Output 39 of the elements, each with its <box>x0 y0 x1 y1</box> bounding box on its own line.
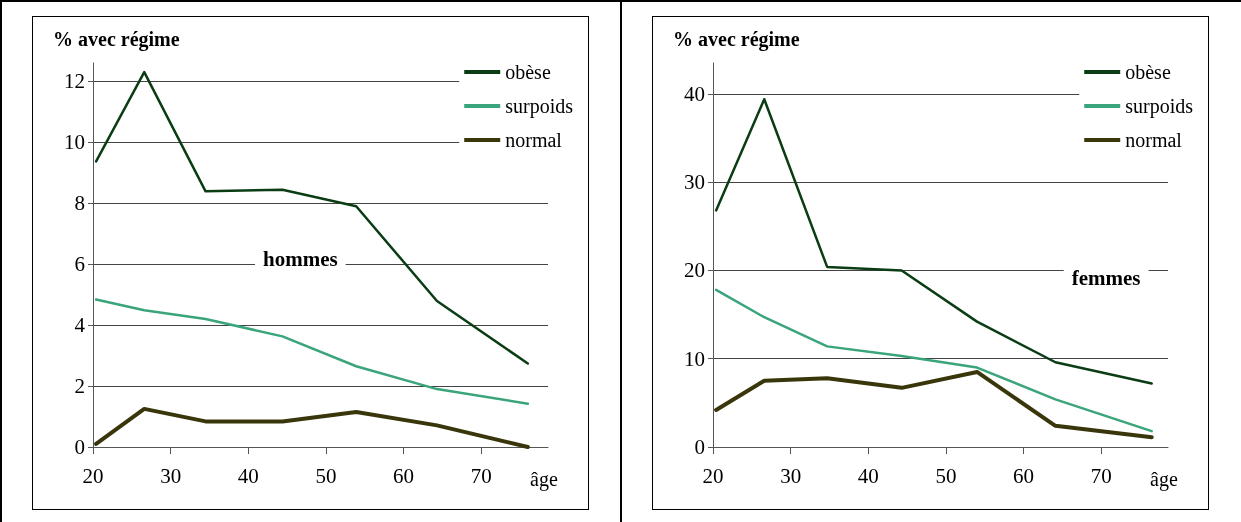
y-tick-label: 0 <box>694 435 705 459</box>
legend-label: surpoids <box>505 95 574 118</box>
line-series <box>714 288 1153 433</box>
x-tick-label: 70 <box>470 463 492 488</box>
y-tick-label: 10 <box>684 346 705 371</box>
x-tick-label: 60 <box>393 463 415 488</box>
x-tick-label: 20 <box>702 463 724 488</box>
y-tick-label: 30 <box>684 170 705 195</box>
legend-label: normal <box>1125 129 1183 151</box>
x-tick-label: 30 <box>780 463 802 488</box>
x-tick-label: 40 <box>857 463 879 488</box>
y-axis-title: % avec régime <box>673 28 800 51</box>
x-tick-label: 50 <box>935 463 957 488</box>
legend-label: normal <box>505 129 563 151</box>
legend-label: obèse <box>1125 61 1171 83</box>
x-tick-label: 70 <box>1090 463 1112 488</box>
legend-label: obèse <box>505 61 551 83</box>
annotation: hommes <box>263 246 338 271</box>
y-tick-label: 10 <box>64 130 85 155</box>
y-tick-label: 4 <box>74 313 86 338</box>
y-tick-label: 0 <box>74 435 85 459</box>
legend-label: surpoids <box>1125 95 1194 118</box>
y-tick-label: 2 <box>74 374 85 399</box>
x-tick-label: 50 <box>315 463 337 488</box>
annotation: femmes <box>1071 266 1141 291</box>
y-tick-label: 6 <box>74 252 85 277</box>
y-tick-label: 12 <box>64 69 85 94</box>
x-axis-title: âge <box>1150 468 1178 491</box>
y-tick-label: 20 <box>684 258 705 283</box>
line-series <box>94 298 530 405</box>
x-tick-label: 40 <box>237 463 259 488</box>
x-tick-label: 60 <box>1013 463 1035 488</box>
x-axis-title: âge <box>530 468 558 491</box>
y-tick-label: 8 <box>74 191 85 216</box>
x-tick-label: 30 <box>160 463 182 488</box>
line-series <box>94 406 530 449</box>
y-axis-title: % avec régime <box>53 28 180 51</box>
y-tick-label: 40 <box>684 81 705 106</box>
line-series <box>714 369 1154 440</box>
